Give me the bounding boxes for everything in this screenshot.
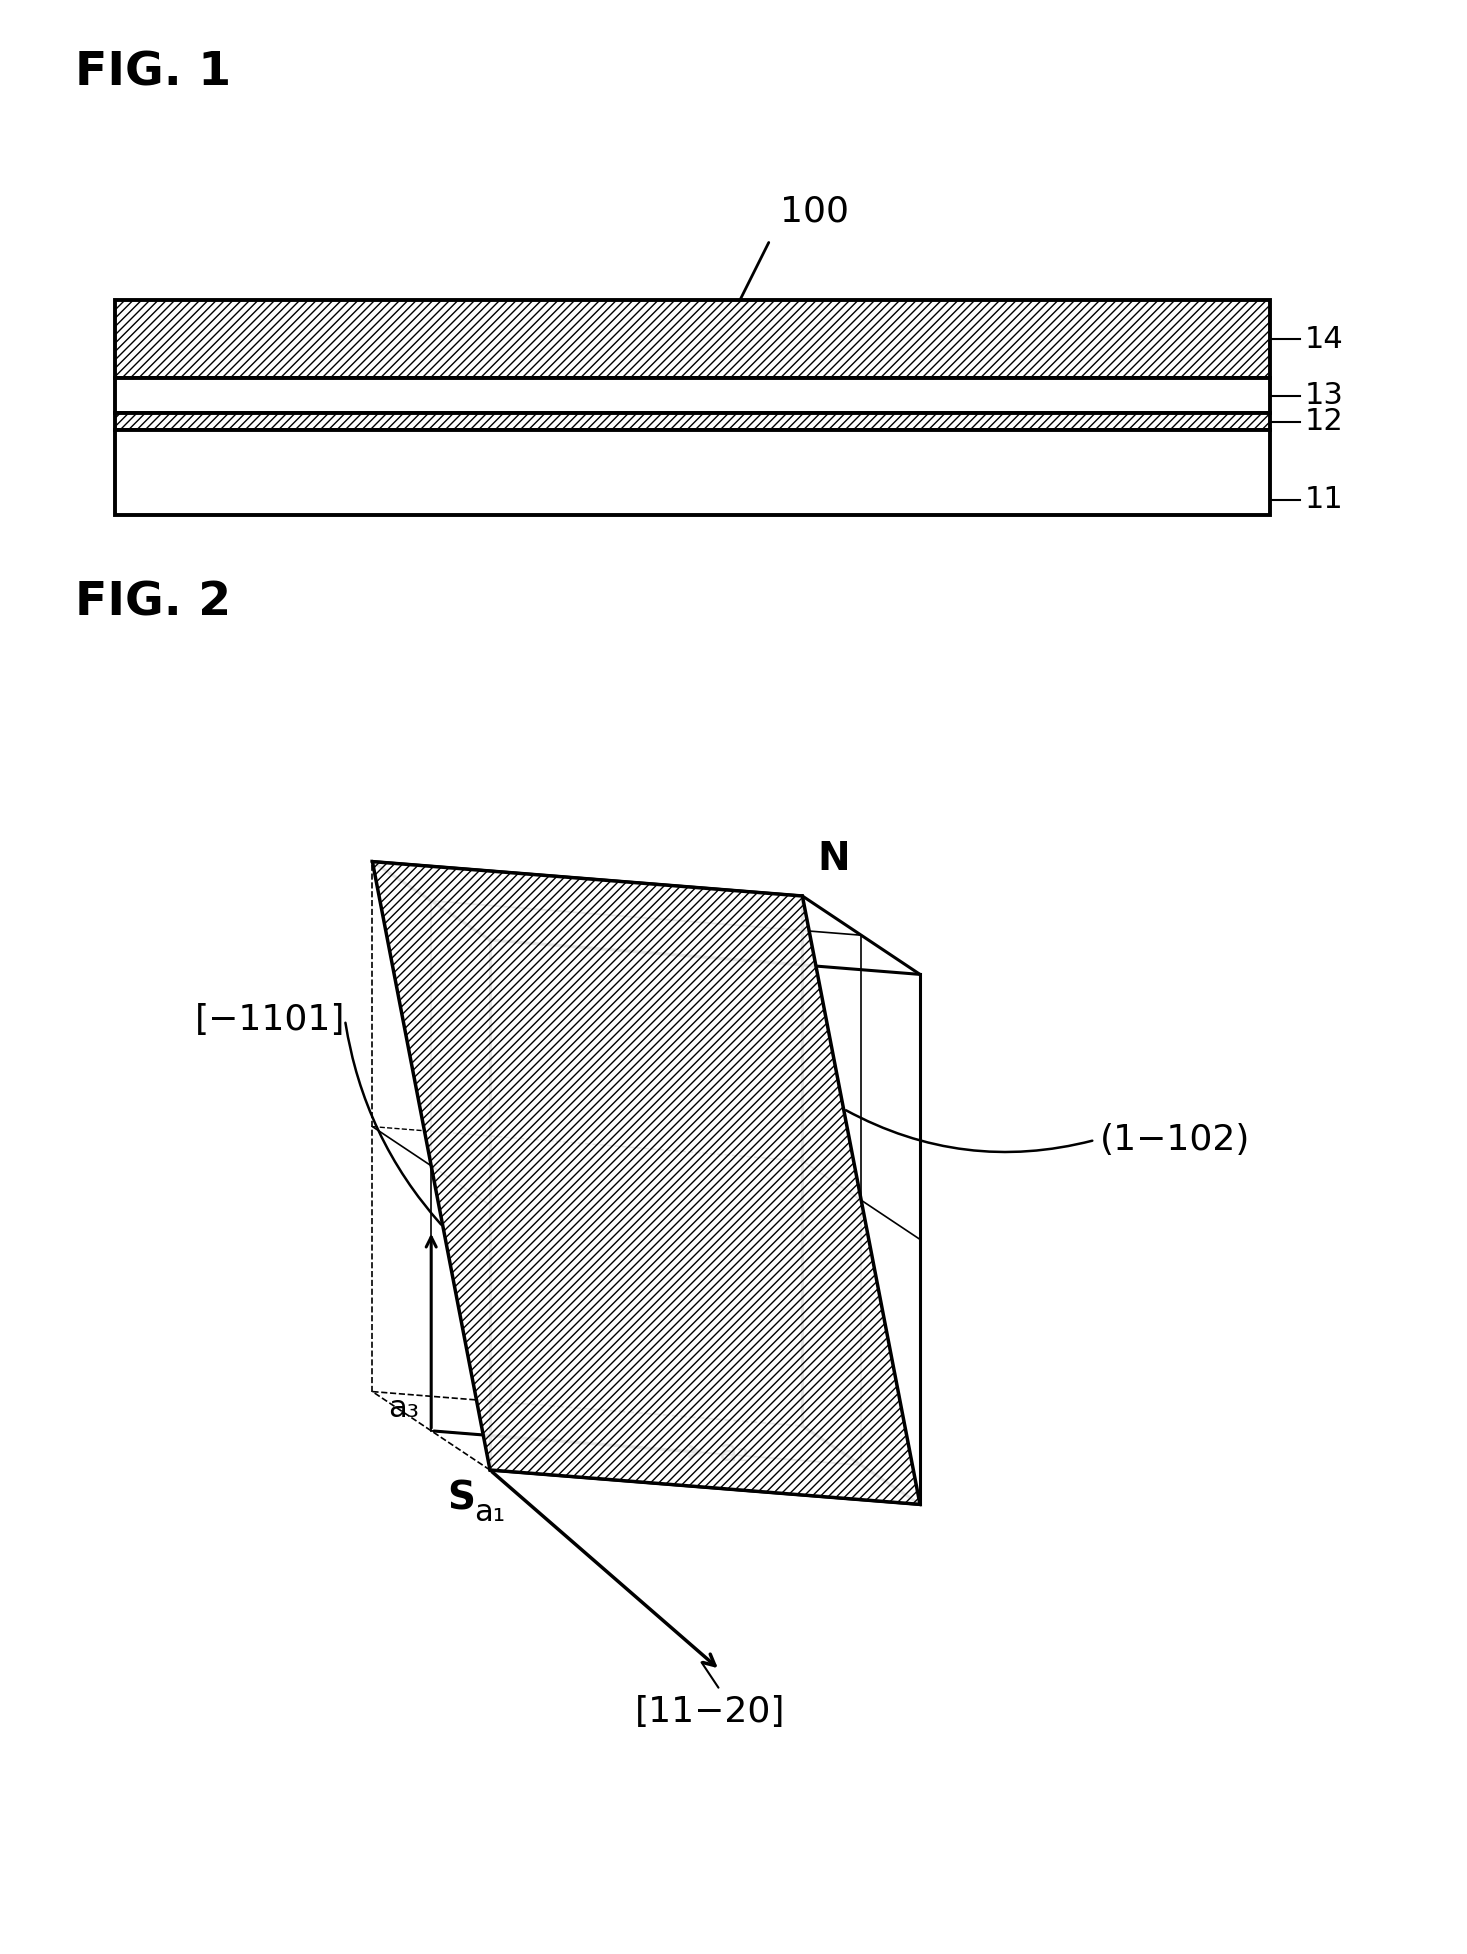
Polygon shape [373, 862, 920, 1505]
Text: 12: 12 [1306, 406, 1344, 436]
Polygon shape [114, 301, 1270, 377]
Polygon shape [114, 377, 1270, 412]
Polygon shape [114, 412, 1270, 430]
Text: FIG. 2: FIG. 2 [75, 580, 232, 625]
Text: 13: 13 [1306, 381, 1344, 410]
Text: a₁: a₁ [474, 1499, 506, 1526]
Polygon shape [114, 430, 1270, 516]
Text: 11: 11 [1306, 485, 1344, 514]
Text: 100: 100 [780, 193, 849, 229]
Text: S: S [447, 1479, 475, 1518]
Text: a₂: a₂ [719, 1438, 750, 1467]
Text: a₃: a₃ [389, 1393, 420, 1423]
Text: [11−20]: [11−20] [635, 1694, 785, 1729]
Text: [−1101]: [−1101] [195, 1002, 346, 1038]
Text: FIG. 1: FIG. 1 [75, 51, 232, 96]
Text: (1−102): (1−102) [1100, 1124, 1250, 1157]
Text: N: N [817, 840, 849, 877]
Text: 14: 14 [1306, 324, 1344, 354]
